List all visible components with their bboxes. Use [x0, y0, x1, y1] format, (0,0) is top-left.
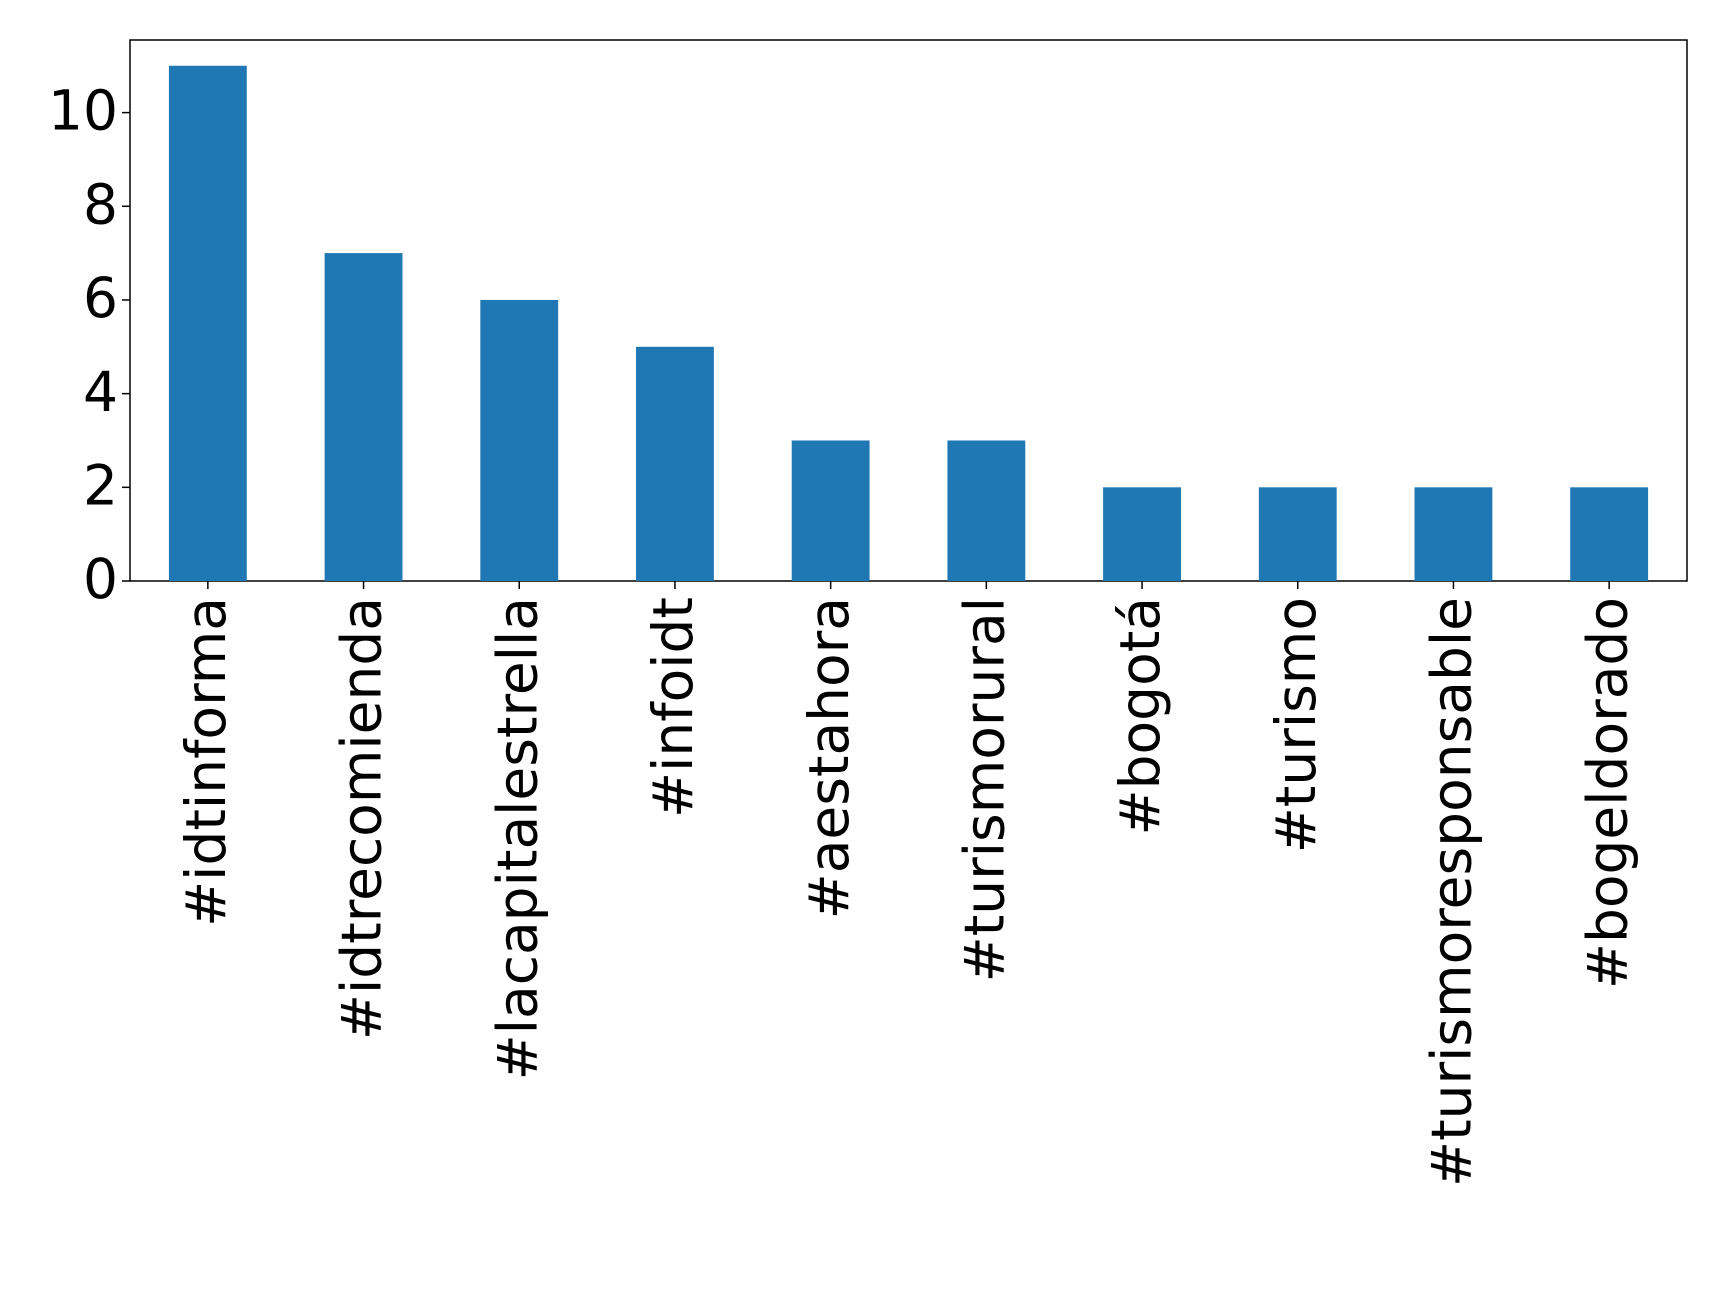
x-tick-label: #turismorural: [952, 597, 1016, 982]
y-tick-label: 4: [83, 360, 118, 424]
y-tick-label: 10: [48, 79, 118, 143]
bar: [1570, 487, 1649, 581]
y-tick-label: 2: [83, 453, 118, 517]
x-tick-label: #turismo: [1264, 597, 1328, 853]
y-tick-label: 6: [83, 266, 118, 330]
y-tick-label: 0: [83, 547, 118, 611]
x-tick-label: #idtrecomienda: [330, 597, 394, 1040]
x-tick-label: #lacapitalestrella: [485, 597, 549, 1080]
bar: [636, 346, 714, 581]
bar: [480, 299, 559, 581]
bar: [1103, 487, 1181, 581]
x-tick-label: #bogotá: [1108, 597, 1172, 835]
x-tick-label: #idtinforma: [174, 597, 238, 927]
bar: [947, 440, 1026, 581]
bar: [791, 440, 870, 581]
bar: [1414, 487, 1493, 581]
x-tick-label: #infoidt: [641, 597, 705, 818]
bar: [168, 65, 247, 581]
x-tick-label: #bogeldorado: [1575, 597, 1639, 989]
plot-frame: [129, 39, 1688, 582]
x-tick-label: #turismoresponsable: [1420, 597, 1484, 1187]
y-tick-label: 8: [83, 172, 118, 236]
bar: [1258, 487, 1337, 581]
bar: [324, 253, 403, 581]
x-tick-label: #aestahora: [797, 597, 861, 919]
